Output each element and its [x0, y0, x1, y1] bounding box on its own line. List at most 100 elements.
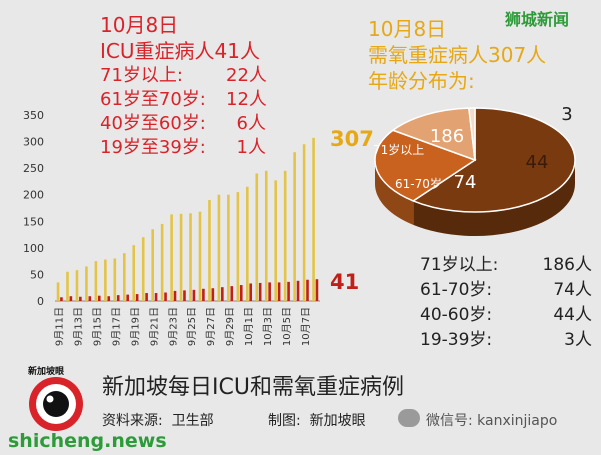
bar	[132, 245, 136, 301]
bar	[274, 180, 278, 301]
bar	[208, 200, 211, 301]
bar	[97, 295, 101, 301]
age-table-age: 19-39岁:	[420, 330, 493, 350]
bar	[141, 237, 145, 301]
icu-panel: 10月8日 ICU重症病人41人 71岁以上: 22人 61岁至70岁: 12人 4…	[100, 12, 267, 160]
bar	[79, 296, 82, 301]
bar	[198, 211, 202, 301]
pie-value-label: 44	[526, 152, 549, 173]
bar	[170, 214, 173, 301]
bar	[88, 296, 92, 301]
logo: 新加坡眼	[16, 362, 96, 440]
icu-row-age: 61岁至70岁:	[100, 89, 206, 110]
icu-row-count: 1人	[236, 137, 266, 158]
bar	[246, 186, 249, 301]
icu-row-count: 6人	[236, 113, 266, 134]
age-table-row: 71岁以上: 186人	[420, 250, 595, 277]
bar	[255, 173, 259, 301]
y-tick-label: 350	[23, 109, 44, 122]
bar	[211, 288, 215, 301]
icu-row-count: 22人	[226, 65, 267, 86]
pie-chart: 71岁以上 186 61-70岁 74 44 3	[373, 104, 576, 237]
icu-row: 71岁以上: 22人	[100, 64, 267, 88]
bar	[258, 282, 262, 301]
bar	[268, 282, 271, 301]
eye-icon	[29, 377, 83, 431]
icu-row: 40岁至60岁: 6人	[100, 112, 266, 136]
bar	[60, 297, 63, 301]
x-tick-label: 10月3日	[262, 307, 274, 346]
x-tick-label: 10月7日	[300, 307, 312, 346]
bar	[75, 270, 79, 301]
bar	[221, 287, 224, 301]
bar	[277, 282, 281, 301]
bar	[315, 279, 319, 301]
pie-value-label: 3	[561, 104, 572, 125]
pie-slice	[411, 107, 576, 213]
end-value-label: 307	[330, 127, 374, 151]
icu-row: 61岁至70岁: 12人	[100, 88, 267, 112]
bar	[113, 258, 117, 301]
x-tick-label: 9月13日	[73, 307, 85, 346]
pie-slice	[468, 107, 476, 161]
brand-label: 狮城新闻	[505, 10, 570, 29]
bar	[239, 285, 243, 301]
bar	[217, 194, 221, 301]
bar	[145, 293, 148, 301]
bar	[312, 137, 315, 301]
bar	[293, 152, 296, 301]
bar	[202, 288, 205, 301]
bar	[160, 223, 164, 301]
bar	[122, 253, 126, 301]
bar	[183, 290, 186, 301]
age-table-count: 44人	[553, 305, 592, 325]
pie-slice	[374, 129, 477, 202]
bar	[179, 213, 183, 301]
pie-slice-label: 61-70岁	[395, 176, 442, 191]
bar	[192, 289, 196, 301]
logo-text: 新加坡眼	[28, 367, 65, 377]
y-tick-label: 0	[37, 295, 44, 308]
icu-row-age: 71岁以上:	[100, 65, 183, 86]
bar	[69, 296, 73, 301]
bar	[283, 170, 287, 301]
wechat-icon	[398, 409, 420, 427]
x-tick-label: 10月5日	[281, 307, 293, 346]
y-tick-label: 300	[23, 136, 44, 149]
age-table-row: 40-60岁: 44人	[420, 300, 595, 327]
bar	[116, 295, 120, 301]
bar	[85, 266, 88, 301]
icu-title: ICU重症病人41人	[100, 39, 260, 63]
y-tick-label: 150	[23, 215, 44, 228]
bar	[135, 294, 139, 301]
bar	[227, 194, 230, 301]
age-table-count: 74人	[553, 280, 592, 300]
x-tick-label: 9月11日	[54, 307, 66, 346]
y-tick-label: 100	[23, 242, 44, 255]
x-tick-label: 9月25日	[186, 307, 198, 346]
x-tick-label: 9月21日	[148, 307, 160, 346]
bar	[264, 170, 268, 301]
x-tick-label: 9月29日	[224, 307, 236, 346]
oxygen-title: 需氧重症病人307人	[368, 43, 547, 67]
bar	[173, 290, 177, 301]
age-table-age: 61-70岁:	[420, 280, 493, 300]
icu-row-age: 19岁至39岁:	[100, 137, 206, 158]
pie-slice-label: 71岁以上	[373, 142, 424, 157]
bar	[151, 229, 154, 301]
age-table-count: 3人	[564, 330, 592, 350]
age-table-row: 19-39岁: 3人	[420, 325, 595, 352]
bar	[236, 192, 240, 301]
bar	[296, 280, 300, 301]
bar-chart: 0 50 100 150 200 250 300 350 9月11日 9月13日 9月15日 9月17…	[23, 109, 374, 346]
oxygen-subtitle: 年龄分布为:	[368, 69, 475, 93]
footer-made-by: 制图: 新加坡眼	[268, 413, 366, 429]
x-tick-label: 9月15日	[92, 307, 104, 346]
icu-row-count: 12人	[226, 89, 267, 110]
site-watermark: shicheng.news	[8, 430, 167, 452]
bar	[107, 296, 111, 301]
bar	[56, 282, 60, 301]
age-table-age: 71岁以上:	[420, 255, 499, 275]
icu-row-age: 40岁至60岁:	[100, 113, 206, 134]
age-table-age: 40-60岁:	[420, 305, 493, 325]
